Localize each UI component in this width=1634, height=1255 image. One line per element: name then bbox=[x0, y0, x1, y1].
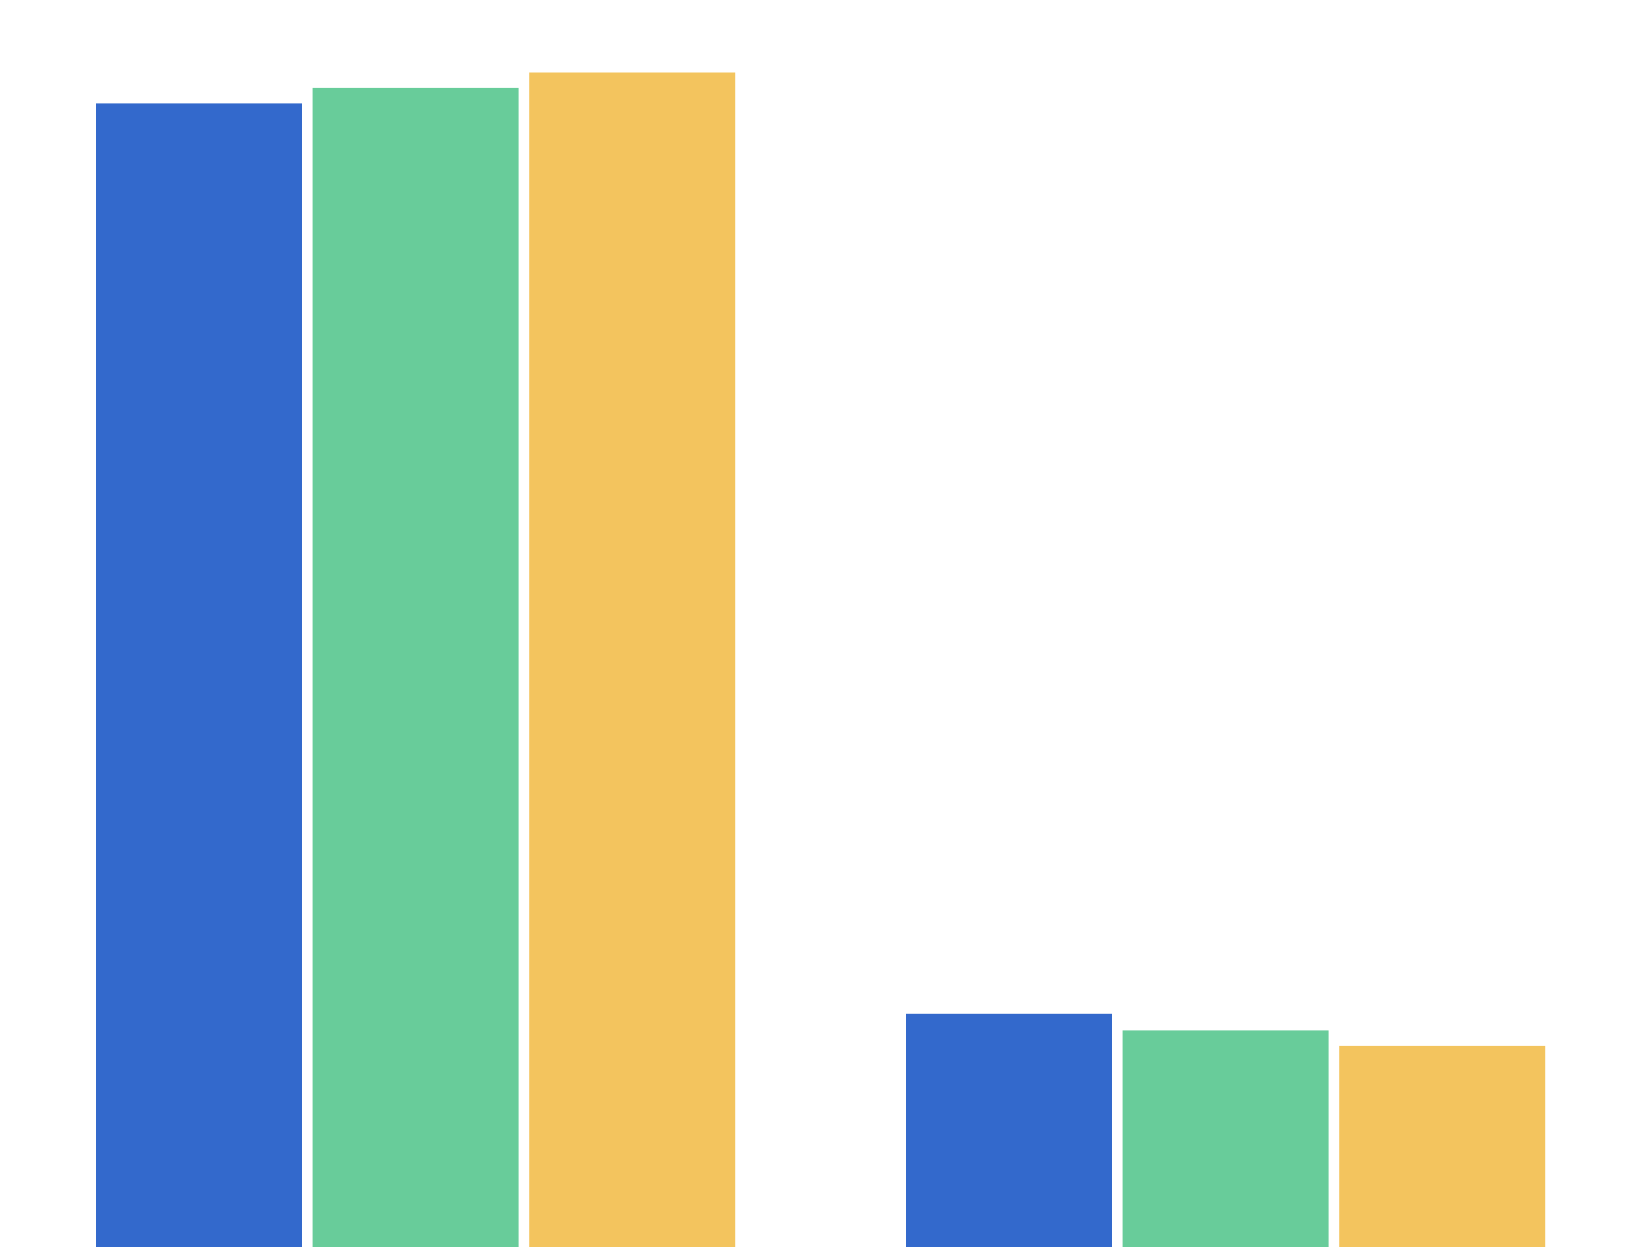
bar-group-2-series-3 bbox=[1339, 1045, 1546, 1247]
plot-area bbox=[96, 72, 1546, 1247]
bar-group-2-series-2 bbox=[1122, 1030, 1329, 1247]
bar-group-2-series-1 bbox=[906, 1013, 1112, 1247]
bar-group-1-series-2 bbox=[312, 87, 519, 1247]
bar-group-1-series-1 bbox=[96, 103, 302, 1247]
bar-group-1-series-3 bbox=[529, 72, 736, 1247]
